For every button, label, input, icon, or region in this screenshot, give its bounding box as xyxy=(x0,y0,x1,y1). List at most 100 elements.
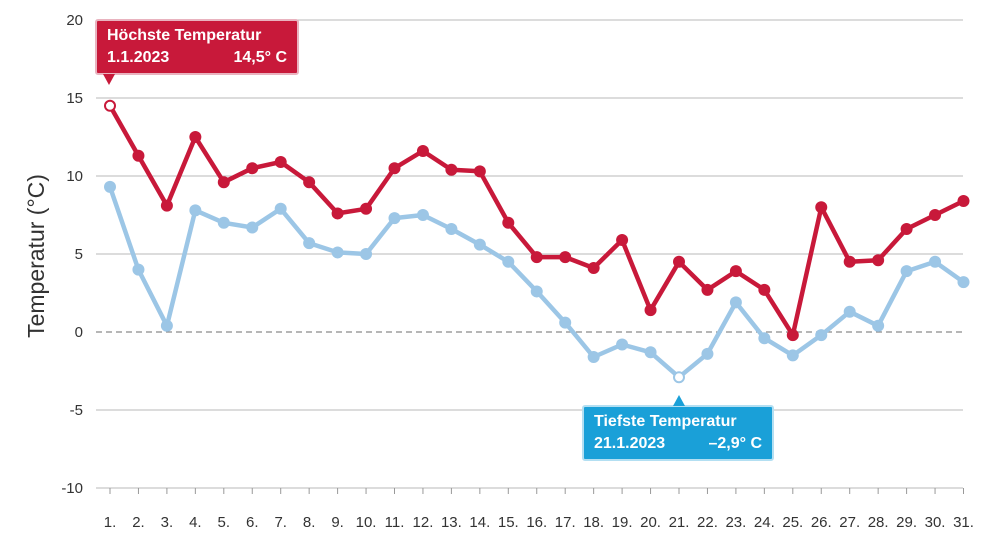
max-callout-pointer xyxy=(103,74,115,85)
highlight-point xyxy=(104,99,116,112)
data-point xyxy=(786,349,799,362)
min-callout-value: –2,9° C xyxy=(708,435,762,452)
min-callout-row: 21.1.2023 –2,9° C xyxy=(594,433,762,455)
data-point xyxy=(217,176,230,189)
y-tick-label: -10 xyxy=(61,480,83,497)
data-point xyxy=(160,319,173,332)
data-point xyxy=(872,319,885,332)
min-temperature-callout: Tiefste Temperatur 21.1.2023 –2,9° C xyxy=(582,395,774,461)
x-tick-label: 20. xyxy=(640,514,661,531)
data-point xyxy=(502,216,515,229)
x-tick-label: 22. xyxy=(697,514,718,531)
x-tick-label: 24. xyxy=(754,514,775,531)
data-point xyxy=(786,329,799,342)
x-tick-label: 26. xyxy=(811,514,832,531)
data-point xyxy=(587,350,600,363)
data-point xyxy=(559,316,572,329)
data-point xyxy=(445,223,458,236)
max-temperature-callout: Höchste Temperatur 1.1.2023 14,5° C xyxy=(95,19,299,85)
x-tick-label: 23. xyxy=(725,514,746,531)
max-callout-date: 1.1.2023 xyxy=(107,49,170,66)
data-point xyxy=(729,296,742,309)
data-points xyxy=(104,99,970,384)
data-point xyxy=(331,246,344,259)
x-tick-label: 28. xyxy=(868,514,889,531)
data-point xyxy=(872,254,885,267)
data-point xyxy=(616,338,629,351)
x-tick-label: 5. xyxy=(218,514,231,531)
data-point xyxy=(189,131,202,143)
x-tick-label: 16. xyxy=(526,514,547,531)
data-point xyxy=(274,202,287,215)
x-tick-label: 1. xyxy=(104,514,117,531)
x-tick-label: 18. xyxy=(583,514,604,531)
x-tick-labels: 1. 2. 3. 4. 5. 6. 7. 8. 9. 10. 11. 12. 13. 14. 15. 16. 1… xyxy=(104,488,974,531)
data-point xyxy=(246,162,259,175)
x-tick-label: 4. xyxy=(189,514,202,531)
x-tick-label: 17. xyxy=(555,514,576,531)
min-callout-date: 21.1.2023 xyxy=(594,435,666,452)
y-tick-labels: -10 -5 0 5 10 15 20 xyxy=(61,12,83,497)
data-point xyxy=(644,304,657,317)
data-point xyxy=(360,248,373,260)
data-point xyxy=(701,283,714,296)
data-point xyxy=(758,283,771,296)
x-tick-label: 6. xyxy=(246,514,259,531)
y-tick-label: -5 xyxy=(70,402,83,419)
data-point xyxy=(673,255,685,268)
x-tick-label: 29. xyxy=(896,514,917,531)
x-tick-label: 9. xyxy=(331,514,344,531)
max-callout-title: Höchste Temperatur xyxy=(107,27,262,44)
x-tick-label: 14. xyxy=(469,514,490,531)
gridlines xyxy=(96,19,963,489)
series-line xyxy=(107,103,966,338)
data-point xyxy=(900,223,913,236)
x-tick-label: 10. xyxy=(356,514,377,531)
data-point xyxy=(815,329,828,342)
x-tick-label: 2. xyxy=(132,514,145,531)
data-point xyxy=(274,155,287,168)
data-point xyxy=(132,263,145,276)
x-tick-label: 13. xyxy=(441,514,462,531)
data-point xyxy=(416,145,429,158)
data-point xyxy=(388,162,401,175)
max-callout-value: 14,5° C xyxy=(233,49,287,66)
data-point xyxy=(388,212,401,225)
series-lines xyxy=(107,103,966,380)
data-point xyxy=(473,165,486,178)
data-point xyxy=(160,199,173,212)
data-point xyxy=(530,285,543,298)
data-point xyxy=(104,180,116,193)
data-point xyxy=(303,237,316,250)
y-tick-label: 15 xyxy=(66,90,83,107)
data-point xyxy=(729,265,742,278)
data-point xyxy=(815,201,828,214)
y-tick-label: 20 xyxy=(66,12,83,29)
x-tick-label: 25. xyxy=(782,514,803,531)
data-point xyxy=(360,202,373,215)
data-point xyxy=(132,149,145,162)
data-point xyxy=(217,216,230,229)
x-tick-label: 27. xyxy=(839,514,860,531)
min-callout-pointer xyxy=(673,395,685,406)
data-point xyxy=(587,262,600,275)
data-point xyxy=(246,221,259,234)
data-point xyxy=(758,332,771,345)
series-line xyxy=(107,184,966,380)
data-point xyxy=(929,209,942,221)
data-point xyxy=(900,265,913,278)
data-point xyxy=(929,255,942,268)
y-tick-label: 5 xyxy=(75,246,83,263)
data-point xyxy=(416,209,429,221)
data-point xyxy=(559,251,572,264)
y-tick-label: 10 xyxy=(66,168,83,185)
data-point xyxy=(502,255,515,268)
x-tick-label: 7. xyxy=(274,514,287,531)
data-point xyxy=(189,204,202,217)
data-point xyxy=(530,251,543,264)
min-callout-title: Tiefste Temperatur xyxy=(594,413,737,430)
data-point xyxy=(843,305,856,318)
data-point xyxy=(957,194,970,207)
x-tick-label: 12. xyxy=(413,514,434,531)
